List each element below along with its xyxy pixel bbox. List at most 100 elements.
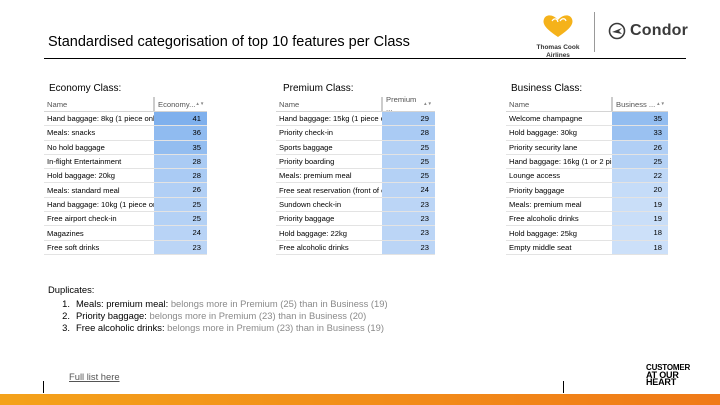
feature-count-cell: 19 (612, 212, 668, 226)
business-table: Name Business ... ▲▼ Welcome champagne 35 Hol… (506, 97, 668, 255)
table-row[interactable]: Priority check-in 28 (276, 126, 435, 141)
duplicate-feature: Free alcoholic drinks: (76, 321, 165, 333)
table-row[interactable]: Meals: snacks 36 (44, 126, 207, 141)
feature-name-cell: Priority baggage (509, 185, 565, 195)
logo-separator (594, 12, 595, 52)
table-row[interactable]: Hold baggage: 30kg 33 (506, 126, 668, 141)
sort-desc-icon[interactable]: ▲▼ (423, 101, 432, 106)
table-row[interactable]: Free seat reservation (front of cabin)24 (276, 183, 435, 198)
table-row[interactable]: Priority baggage 23 (276, 212, 435, 227)
feature-name-cell: Meals: premium meal (279, 171, 352, 181)
feature-count-cell: 23 (382, 197, 435, 212)
duplicate-item: 3. Free alcoholic drinks: belongs more in… (48, 321, 388, 333)
slogan-line-3: HEART (646, 377, 676, 387)
left-tick (43, 381, 44, 393)
table-row[interactable]: Meals: standard meal 26 (44, 183, 207, 198)
duplicate-feature: Meals: premium meal: (76, 297, 169, 309)
table-row[interactable]: Hand baggage: 16kg (1 or 2 pieces)25 (506, 154, 668, 170)
feature-count-cell: 23 (382, 212, 435, 226)
table-row[interactable]: Hand baggage: 10kg (1 piece only) 25 (44, 197, 207, 213)
table-row[interactable]: Free alcoholic drinks 23 (276, 240, 435, 255)
value-column-header[interactable]: Premium ... ▲▼ (382, 95, 435, 113)
table-row[interactable]: Priority baggage 20 (506, 183, 668, 198)
table-row[interactable]: Hold baggage: 20kg 28 (44, 169, 207, 184)
feature-name-cell: Sundown check-in (279, 199, 342, 209)
feature-count-cell: 35 (154, 140, 207, 154)
customer-at-our-heart-logo: CUSTOMER AT OUR HEART (646, 364, 690, 387)
table-row[interactable]: Hold baggage: 22kg 23 (276, 226, 435, 241)
duplicate-feature: Priority baggage: (76, 309, 147, 321)
table-row[interactable]: Lounge access 22 (506, 169, 668, 184)
feature-count-cell: 33 (612, 126, 668, 140)
slogan-line-2: AT OUR (646, 369, 679, 380)
table-row[interactable]: Sports baggage 25 (276, 140, 435, 155)
duplicate-item: 2. Priority baggage: belongs more in Prem… (48, 309, 388, 321)
name-column-header[interactable]: Name (44, 97, 154, 111)
feature-name-cell: No hold baggage (47, 142, 105, 152)
table-row[interactable]: Meals: premium meal 25 (276, 169, 435, 184)
value-header-label: Premium ... (386, 95, 417, 113)
duplicates-section: Duplicates: 1. Meals: premium meal: belon… (48, 284, 388, 333)
sort-desc-icon[interactable]: ▲▼ (195, 101, 205, 106)
duplicates-title: Duplicates: (48, 284, 95, 295)
feature-count-cell: 35 (612, 112, 668, 126)
premium-label: Premium Class: (283, 83, 354, 94)
feature-name-cell: Sports baggage (279, 142, 333, 152)
sort-desc-icon[interactable]: ▲▼ (656, 101, 665, 106)
table-row[interactable]: Welcome champagne 35 (506, 112, 668, 127)
feature-count-cell: 25 (612, 154, 668, 169)
table-row[interactable]: Meals: premium meal 19 (506, 197, 668, 213)
feature-count-cell: 23 (154, 240, 207, 254)
feature-name-cell: Welcome champagne (509, 114, 583, 124)
feature-name-cell: Free soft drinks (47, 242, 100, 252)
duplicates-list: 1. Meals: premium meal: belongs more in P… (48, 297, 388, 333)
feature-name-cell: Hold baggage: 22kg (279, 228, 347, 238)
table-row[interactable]: Hold baggage: 25kg 18 (506, 226, 668, 241)
name-column-header[interactable]: Name (506, 97, 612, 111)
feature-name-cell: Free airport check-in (47, 214, 117, 224)
table-row[interactable]: Free airport check-in 25 (44, 212, 207, 227)
condor-logo: Condor (608, 22, 688, 40)
name-column-header[interactable]: Name (276, 97, 382, 111)
table-row[interactable]: Hand baggage: 8kg (1 piece only) 41 (44, 112, 207, 127)
table-row[interactable]: Sundown check-in 23 (276, 197, 435, 213)
feature-name-cell: Hold baggage: 30kg (509, 128, 577, 138)
table-header: Name Business ... ▲▼ (506, 97, 668, 112)
feature-name-cell: Free alcoholic drinks (509, 214, 579, 224)
feature-count-cell: 24 (382, 183, 435, 197)
value-header-label: Business ... (616, 99, 656, 109)
condor-text: Condor (630, 22, 689, 39)
slogan-line-1: CUSTOMER (646, 363, 691, 372)
table-row[interactable]: In-flight Entertainment 28 (44, 154, 207, 170)
table-row[interactable]: Free alcoholic drinks 19 (506, 212, 668, 227)
feature-name-cell: Priority security lane (509, 142, 578, 152)
table-row[interactable]: Free soft drinks 23 (44, 240, 207, 255)
duplicate-number: 3. (62, 321, 70, 333)
name-header-label: Name (509, 99, 530, 109)
feature-name-cell: Priority boarding (279, 157, 335, 167)
feature-name-cell: Magazines (47, 228, 84, 238)
value-column-header[interactable]: Business ... ▲▼ (612, 97, 668, 111)
table-header: Name Economy... ▲▼ (44, 97, 207, 112)
feature-count-cell: 36 (154, 126, 207, 140)
table-row[interactable]: Empty middle seat 18 (506, 240, 668, 255)
feature-name-cell: Free seat reservation (front of cabin) (279, 185, 382, 195)
right-tick (563, 381, 564, 393)
table-row[interactable]: Magazines 24 (44, 226, 207, 241)
feature-name-cell: Hold baggage: 25kg (509, 228, 577, 238)
feature-count-cell: 25 (382, 169, 435, 183)
feature-count-cell: 20 (612, 183, 668, 197)
thomas-cook-text-2: Airlines (546, 52, 570, 59)
full-list-link[interactable]: Full list here (69, 371, 120, 382)
table-row[interactable]: Priority security lane 26 (506, 140, 668, 155)
table-row[interactable]: No hold baggage 35 (44, 140, 207, 155)
table-row[interactable]: Priority boarding 25 (276, 154, 435, 170)
feature-name-cell: Hand baggage: 8kg (1 piece only) (47, 114, 154, 124)
thomas-cook-logo: Thomas Cook Airlines (530, 12, 586, 59)
feature-count-cell: 25 (382, 154, 435, 169)
value-column-header[interactable]: Economy... ▲▼ (154, 97, 207, 111)
title-divider (44, 58, 686, 59)
table-row[interactable]: Hand baggage: 15kg (1 piece only)29 (276, 112, 435, 127)
feature-count-cell: 26 (154, 183, 207, 197)
name-header-label: Name (279, 99, 300, 109)
